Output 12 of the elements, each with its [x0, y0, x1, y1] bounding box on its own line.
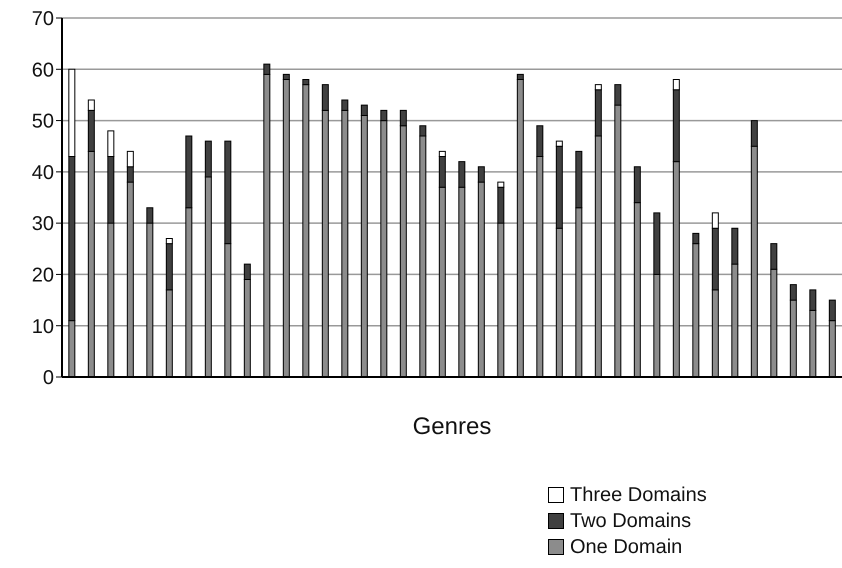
- x-axis-title: Genres: [412, 413, 492, 440]
- y-tick-label: 0: [42, 367, 54, 390]
- y-tick-label: 40: [32, 162, 54, 184]
- legend-label: Two Domains: [570, 510, 692, 532]
- y-tick-label: 20: [32, 264, 54, 287]
- y-tick-label: 10: [32, 316, 54, 338]
- y-tick-label: 30: [32, 213, 54, 236]
- legend-label: One Domain: [570, 536, 682, 558]
- legend-label: Three Domains: [570, 484, 707, 506]
- y-tick-label: 50: [32, 110, 54, 133]
- y-tick-label: 60: [32, 59, 54, 82]
- y-tick-label: 70: [32, 8, 54, 30]
